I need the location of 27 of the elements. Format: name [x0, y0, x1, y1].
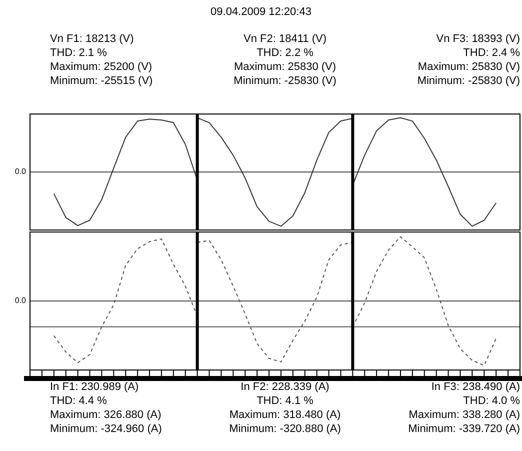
- text: THD: 2.2 %: [256, 46, 314, 60]
- text: Maximum: 25830 (V): [416, 60, 520, 74]
- text: Minimum: -320.880 (A): [228, 422, 342, 436]
- text: THD: 4.0 %: [462, 394, 520, 408]
- text: Maximum: 25830 (V): [232, 60, 338, 74]
- text: Maximum: 326.880 (A): [50, 408, 162, 422]
- text: THD: 2.1 %: [50, 46, 108, 60]
- text: Minimum: -25830 (V): [232, 74, 338, 88]
- text: Minimum: -339.720 (A): [407, 422, 520, 436]
- text: THD: 2.4 %: [462, 46, 520, 60]
- text: Minimum: -324.960 (A): [50, 422, 163, 436]
- text: 0.0: [14, 167, 27, 176]
- text: Maximum: 25200 (V): [50, 60, 154, 74]
- text: In F3: 238.490 (A): [430, 380, 520, 394]
- text: In F1: 230.989 (A): [50, 380, 140, 394]
- text: Minimum: -25830 (V): [416, 74, 520, 88]
- text: Vn F1: 18213 (V): [50, 32, 135, 46]
- text: 0.0: [14, 296, 27, 306]
- text: Vn F3: 18393 (V): [435, 32, 520, 46]
- text: Vn F2: 18411 (V): [242, 32, 328, 46]
- chart-title: 09.04.2009 12:20:43: [210, 6, 312, 18]
- text: THD: 4.1 %: [256, 394, 314, 408]
- text: Minimum: -25515 (V): [50, 74, 154, 88]
- text: THD: 4.4 %: [50, 394, 108, 408]
- text: In F2: 228.339 (A): [240, 380, 330, 394]
- text: Maximum: 338.280 (A): [408, 408, 520, 422]
- text: Maximum: 318.480 (A): [228, 408, 342, 422]
